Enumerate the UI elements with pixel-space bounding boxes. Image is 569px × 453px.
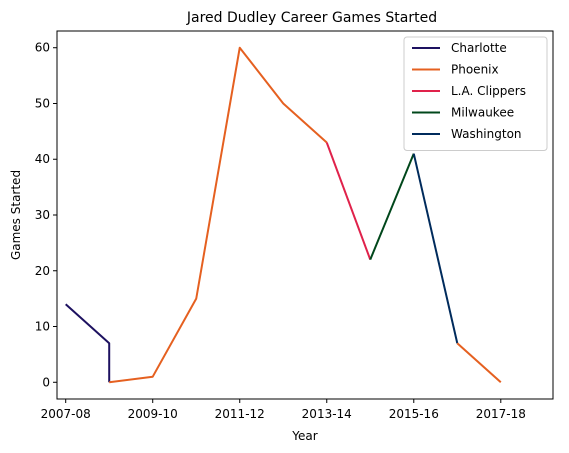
legend-label-milwaukee: Milwaukee [451, 106, 514, 120]
x-tick-label: 2007-08 [41, 407, 91, 421]
y-tick-label: 50 [35, 96, 50, 110]
legend-label-l-a-clippers: L.A. Clippers [451, 84, 526, 98]
legend-label-washington: Washington [451, 127, 522, 141]
series-line-charlotte-0 [65, 303, 111, 383]
legend-label-charlotte: Charlotte [451, 41, 507, 55]
x-tick-label: 2009-10 [128, 407, 178, 421]
x-tick-label: 2015-16 [389, 407, 439, 421]
legend: Charlotte Phoenix L.A. Clippers Milwaukee Wa… [403, 36, 548, 151]
axes: 2007-08 2009-10 2011-12 2013-14 2015-16 2017-… [35, 30, 554, 421]
x-tick-label: 2011-12 [215, 407, 265, 421]
y-tick-label: 10 [35, 320, 50, 334]
y-tick-label: 0 [42, 375, 50, 389]
series-line-l-a-clippers-2 [325, 142, 372, 260]
legend-box [403, 36, 548, 151]
y-tick-label: 60 [35, 41, 50, 55]
y-tick-label: 20 [35, 264, 50, 278]
series-line-washington-4 [412, 153, 459, 344]
y-tick-label: 30 [35, 208, 50, 222]
series-line-milwaukee-3 [369, 153, 415, 260]
y-tick-label: 40 [35, 152, 50, 166]
series-line-phoenix-1 [109, 46, 328, 384]
legend-label-phoenix: Phoenix [451, 63, 499, 77]
x-axis-label: Year [291, 429, 317, 443]
x-tick-label: 2013-14 [302, 407, 352, 421]
y-axis-label: Games Started [9, 170, 23, 260]
x-tick-label: 2017-18 [476, 407, 526, 421]
chart-title: Jared Dudley Career Games Started [186, 10, 437, 26]
series-line-phoenix-5 [456, 342, 502, 384]
series-layer [65, 46, 502, 384]
